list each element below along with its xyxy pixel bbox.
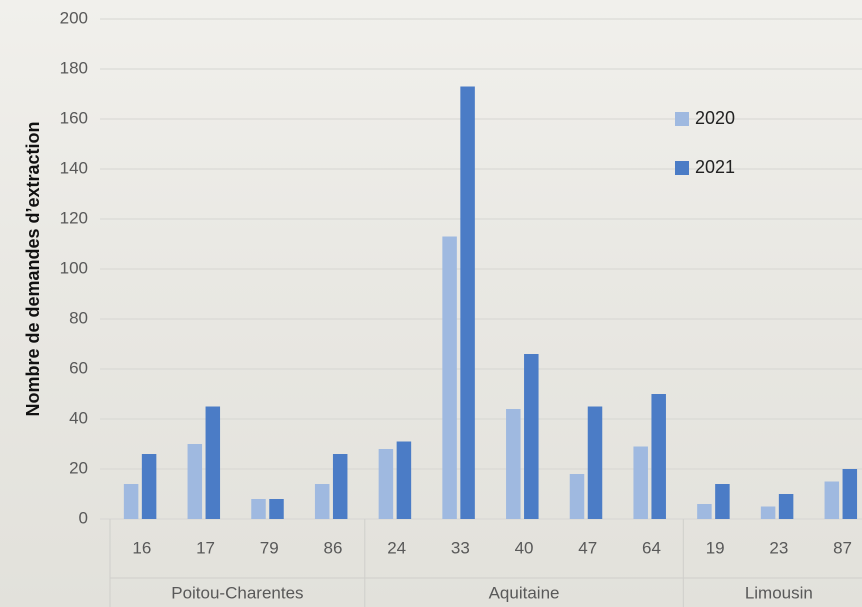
bar <box>569 474 585 519</box>
x-tick-label: 23 <box>769 538 788 557</box>
bar <box>778 494 794 519</box>
group-label: Poitou-Charentes <box>171 583 303 602</box>
bar <box>506 409 521 519</box>
y-tick-label: 0 <box>79 508 88 527</box>
group-label: Aquitaine <box>489 583 560 602</box>
x-tick-label: 17 <box>196 538 215 557</box>
x-tick-label: 16 <box>132 538 151 557</box>
y-tick-label: 100 <box>60 258 88 277</box>
y-tick-label: 180 <box>60 58 88 77</box>
bar <box>332 454 348 519</box>
y-axis-label: Nombre de demandes d’extraction <box>23 121 43 416</box>
y-tick-label: 120 <box>60 208 88 227</box>
bar <box>715 484 730 519</box>
legend-swatch <box>675 112 689 126</box>
bar <box>697 504 712 519</box>
x-tick-label: 86 <box>323 538 342 557</box>
bar <box>442 236 457 519</box>
bar <box>842 469 858 519</box>
x-tick-label: 47 <box>578 538 597 557</box>
y-tick-label: 80 <box>69 308 88 327</box>
y-tick-label: 40 <box>69 408 88 427</box>
x-tick-label: 33 <box>451 538 470 557</box>
bar <box>524 354 539 519</box>
bar <box>651 394 666 519</box>
bar <box>141 454 157 519</box>
x-tick-label: 87 <box>833 538 852 557</box>
bar <box>251 499 266 519</box>
x-tick-label: 64 <box>642 538 661 557</box>
y-tick-label: 200 <box>60 8 88 27</box>
y-tick-label: 20 <box>69 458 88 477</box>
x-tick-label: 19 <box>706 538 725 557</box>
legend-swatch <box>675 161 689 175</box>
bar <box>378 449 394 519</box>
legend: 2020 2021 <box>675 108 735 177</box>
bar <box>396 441 412 519</box>
bar <box>587 406 603 519</box>
bar <box>187 444 203 519</box>
bar <box>205 406 221 519</box>
bar <box>824 481 840 519</box>
x-tick-label: 24 <box>387 538 406 557</box>
y-tick-label: 60 <box>69 358 88 377</box>
x-tick-label: 40 <box>515 538 534 557</box>
group-label: Limousin <box>745 583 813 602</box>
bar <box>269 499 284 519</box>
bar <box>760 506 776 519</box>
bar <box>123 484 139 519</box>
y-tick-label: 160 <box>60 108 88 127</box>
x-tick-label: 79 <box>260 538 279 557</box>
bar <box>314 484 330 519</box>
bar <box>633 446 648 519</box>
legend-label: 2021 <box>695 157 735 177</box>
bar <box>460 86 475 519</box>
legend-label: 2020 <box>695 108 735 128</box>
y-tick-label: 140 <box>60 158 88 177</box>
